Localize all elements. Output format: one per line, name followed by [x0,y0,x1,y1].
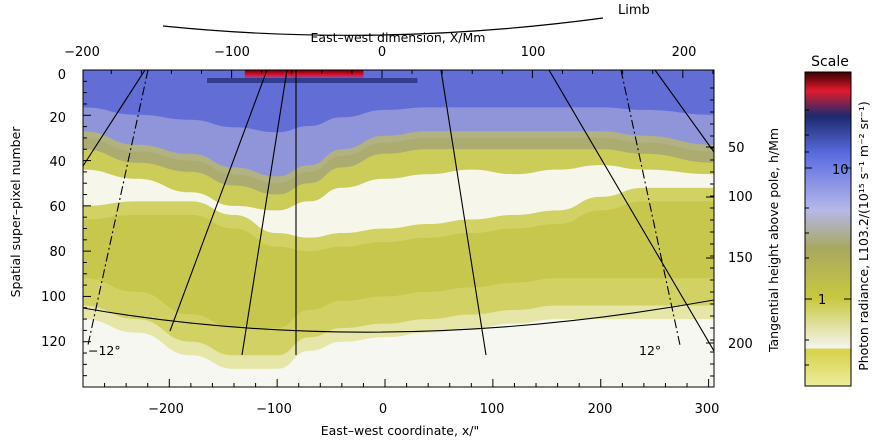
angle-label-left: −12° [88,343,121,358]
peak-region [244,70,364,80]
top-axis-title: East–west dimension, X/Mm [311,30,486,45]
transition-band [83,128,714,195]
left-axis-title: Spatial super–pixel number [8,126,23,298]
view-line [440,70,487,356]
left-tick-label: 120 [41,335,66,350]
view-line [654,70,714,153]
left-tick-label: 0 [58,68,66,83]
bottom-tick-label: 300 [695,402,720,417]
angle-label-right: 12° [639,343,661,358]
colorbar-label: Photon radiance, L103.2/(10¹⁵ s⁻¹ m⁻² sr… [856,101,871,371]
latitude-line-right [620,70,681,346]
right-axis-title: Tangential height above pole, h/Mm [766,128,781,353]
view-line [241,70,288,356]
colorbar-title: Scale [811,54,849,70]
bottom-tick-label: 0 [379,402,387,417]
right-tick-label: 150 [728,251,753,266]
bottom-axis: −200 −100 0 100 200 300 [148,402,719,417]
white-gap [83,165,714,238]
limb-arc [162,17,604,36]
bottom-tick-label: 200 [588,402,613,417]
limb-label: Limb [618,3,650,18]
bottom-tick-label: 100 [480,402,505,417]
upper-band [83,137,714,211]
top-tick-label: −100 [214,45,250,60]
left-tick-label: 40 [49,155,66,170]
right-tick-label: 50 [728,141,745,156]
top-tick-label: 0 [378,45,386,60]
left-axis: 0 20 40 60 80 100 120 [41,68,66,350]
bottom-tick-label: −200 [148,402,184,417]
view-line [169,70,268,332]
colorbar-ticks [805,109,851,366]
latitude-line-left [87,70,149,346]
blue-band-core [83,70,714,133]
top-tick-label: 200 [672,45,697,60]
right-tick-label: 100 [728,190,753,205]
view-line [548,70,714,352]
right-tick-label: 200 [728,337,753,352]
colorbar-tick-label: 10 [832,163,849,178]
bottom-tick-label: −100 [256,402,292,417]
colorbar-tick-label: 1 [818,293,826,308]
left-tick-label: 100 [41,290,66,305]
geometry-overlay [83,70,714,356]
dark-band [207,78,418,83]
bottom-axis-title: East–west coordinate, x/" [321,423,480,438]
axis-ticks [82,69,714,388]
colorbar [804,71,852,387]
limb-curve [83,299,714,333]
left-tick-label: 20 [49,111,66,126]
lower-band-core [83,201,714,329]
view-line [83,70,146,167]
top-axis: −200 −100 0 100 200 [64,45,696,60]
radiance-image [83,70,714,387]
left-tick-label: 80 [49,245,66,260]
right-axis: 50 100 150 200 [728,141,753,352]
left-tick-label: 60 [49,200,66,215]
top-tick-label: −200 [64,45,100,60]
top-tick-label: 100 [521,45,546,60]
